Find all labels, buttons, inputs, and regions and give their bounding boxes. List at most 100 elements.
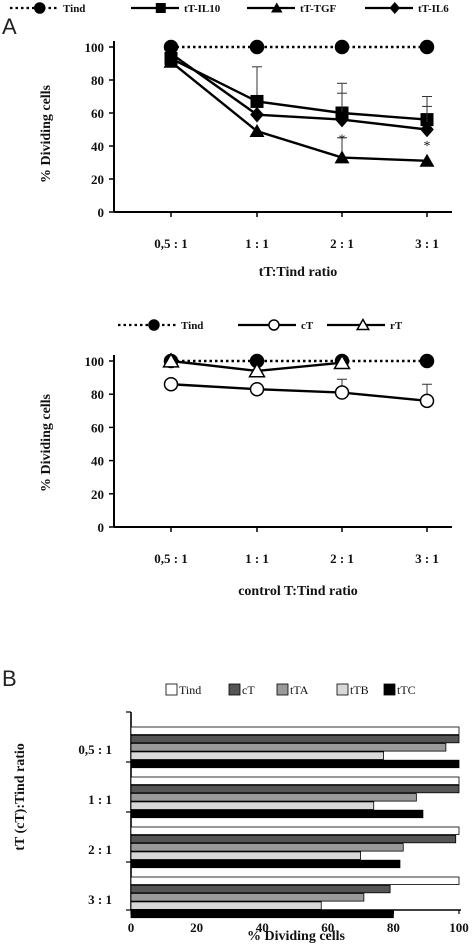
chart-a-series-line (170, 60, 428, 163)
chart-b-bar (130, 809, 424, 819)
chart-a2-x-tick-label: 0,5 : 1 (154, 551, 188, 566)
chart-b-x-tick-label: 20 (190, 920, 203, 935)
chart-b-bar (130, 726, 460, 735)
chart-a2-x-tick-label: 3 : 1 (415, 551, 439, 566)
chart-a2-data-point (163, 376, 179, 392)
chart-a-legend-label: tT-IL10 (184, 3, 221, 15)
chart-a-y-tick-label: 20 (91, 172, 104, 187)
chart-b-bar (130, 759, 460, 769)
chart-b-bar (130, 843, 404, 852)
chart-a-series-tt-il6 (164, 45, 434, 138)
chart-a-series-line (170, 52, 428, 131)
chart-b-legend-swatch (228, 683, 241, 696)
chart-a2-ylabel: % Dividing cells (39, 393, 54, 492)
chart-a-x-tick-label: 1 : 1 (245, 236, 269, 251)
chart-a2-y-tick-label: 100 (85, 354, 105, 369)
chart-b-legend-label: cT (242, 683, 255, 697)
chart-b-bar (130, 776, 460, 785)
chart-a2-series-rt (162, 352, 351, 378)
chart-b-bar (130, 743, 447, 752)
chart-a2-x-tick-label: 1 : 1 (245, 551, 269, 566)
chart-a-data-point (249, 39, 265, 55)
chart-b-bar (130, 893, 365, 902)
chart-a2-legend-marker (268, 319, 280, 331)
chart-a-x-tick-label: 3 : 1 (415, 236, 439, 251)
chart-a-y-tick-label: 60 (91, 106, 104, 121)
chart-a2-y-tick-label: 60 (91, 420, 104, 435)
chart-a-data-point (334, 150, 350, 164)
chart-a-annotation: * (424, 139, 431, 154)
chart-a-data-point (250, 94, 264, 108)
chart-b-legend-swatch (276, 683, 289, 696)
chart-b-legend: Tind cT tTA tTB tTC (165, 683, 416, 697)
chart-a-data-point (334, 39, 350, 55)
chart-b-bar (130, 734, 460, 744)
chart-b-bar (130, 851, 362, 860)
chart-b-x-tick-label: 100 (449, 920, 469, 935)
chart-b-y-tick-label: 2 : 1 (88, 842, 112, 857)
chart-b-legend-swatch (165, 683, 178, 696)
chart-a2-legend: Tind cT rT (118, 317, 403, 332)
chart-b-x-tick-label: 80 (387, 920, 400, 935)
chart-b-x-tick-label: 60 (321, 920, 334, 935)
chart-b-bar (130, 801, 375, 810)
chart-a: % Dividing cells tT:Tind ratio 0 20 40 60 80… (10, 2, 452, 280)
chart-b-bar (130, 884, 391, 894)
chart-a2-x-tick-label: 2 : 1 (330, 551, 354, 566)
chart-b-bar (130, 909, 394, 919)
chart-a2-series-ct (163, 376, 435, 409)
chart-b: tT (cT):Tind ratio % Dividing cells 0 20 4… (13, 683, 469, 944)
chart-a-data-point (420, 121, 434, 138)
chart-a-xlabel: tT:Tind ratio (259, 265, 337, 280)
chart-a2-legend-marker (355, 317, 371, 331)
chart-a-y-tick-label: 40 (91, 139, 104, 154)
chart-a-annotation: * (339, 132, 346, 147)
chart-a-x-tick-label: 0,5 : 1 (154, 236, 188, 251)
chart-a-data-point (335, 111, 349, 128)
chart-a2-data-point (419, 393, 435, 409)
chart-a-series-tt-tgf (163, 54, 435, 167)
chart-a2: % Dividing cells control T:Tind ratio 0 2… (39, 317, 452, 599)
chart-a2-legend-marker (148, 319, 160, 331)
chart-a-y-tick-label: 0 (98, 205, 105, 220)
chart-a2-legend-label: cT (301, 320, 314, 332)
panel-letter-a: A (2, 14, 17, 39)
chart-a-data-point (250, 106, 264, 123)
chart-a-data-point (419, 153, 435, 167)
chart-a-x-tick-label: 2 : 1 (330, 236, 354, 251)
chart-b-bar (130, 901, 322, 910)
chart-a-legend-marker (34, 2, 46, 14)
chart-b-bar (130, 859, 401, 869)
chart-a2-y-tick-label: 40 (91, 454, 104, 469)
chart-a-legend: Tind tT-IL10 tT-TGF tT-IL6 (10, 2, 449, 15)
chart-a2-data-point (249, 381, 265, 397)
chart-b-legend-label: Tind (179, 683, 201, 697)
chart-b-x-tick-label: 0 (128, 920, 135, 935)
chart-a-legend-marker (155, 3, 166, 13)
chart-b-bar (130, 751, 384, 760)
chart-a2-y-tick-label: 20 (91, 487, 104, 502)
chart-a-legend-label: Tind (63, 3, 85, 15)
chart-b-xlabel: % Dividing cells (247, 929, 346, 944)
chart-a2-data-point (419, 353, 435, 369)
chart-b-legend-label: tTC (397, 683, 416, 697)
chart-a2-data-point (334, 385, 350, 400)
chart-a-legend-marker (389, 2, 401, 14)
chart-b-bar (130, 793, 417, 802)
chart-a2-legend-label: rT (390, 320, 403, 332)
chart-a2-y-tick-label: 80 (91, 387, 104, 402)
chart-a2-data-point (162, 352, 180, 368)
chart-a2-data-point (248, 362, 266, 378)
chart-b-y-tick-label: 1 : 1 (88, 792, 112, 807)
chart-a-series-line (170, 57, 428, 121)
chart-a2-series-line (170, 383, 428, 403)
chart-a2-data-point (333, 354, 351, 370)
chart-a2-legend-label: Tind (181, 320, 203, 332)
chart-b-x-tick-label: 40 (256, 920, 269, 935)
chart-b-legend-label: tTB (350, 683, 369, 697)
chart-b-bar (130, 826, 460, 835)
chart-a-series-tind (163, 39, 435, 55)
chart-a-y-tick-label: 80 (91, 73, 104, 88)
chart-b-legend-label: tTA (290, 683, 309, 697)
